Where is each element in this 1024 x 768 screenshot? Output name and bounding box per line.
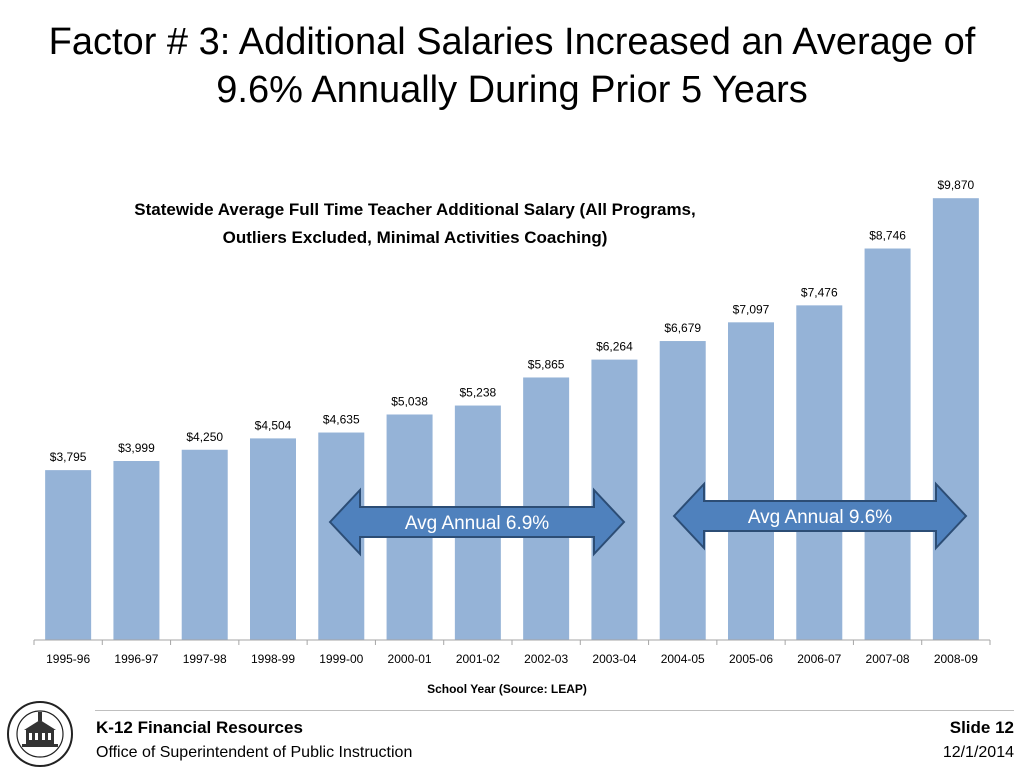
- x-tick-label: 2001-02: [456, 652, 500, 666]
- ospi-seal-icon: [7, 701, 73, 767]
- data-label: $3,795: [50, 450, 87, 464]
- slide-title: Factor # 3: Additional Salaries Increase…: [0, 18, 1024, 114]
- data-label: $5,865: [528, 357, 565, 371]
- chart-title: Statewide Average Full Time Teacher Addi…: [70, 196, 760, 252]
- data-label: $4,504: [255, 418, 292, 432]
- bar: [181, 449, 228, 640]
- footer-org: K-12 Financial Resources: [96, 718, 303, 737]
- slide-title-line2: 9.6% Annually During Prior 5 Years: [216, 69, 808, 111]
- x-tick-label: 1996-97: [114, 652, 158, 666]
- bar: [113, 460, 160, 640]
- data-label: $8,746: [869, 229, 906, 243]
- bar: [796, 305, 843, 640]
- x-tick-label: 2005-06: [729, 652, 773, 666]
- bar: [728, 322, 774, 640]
- data-label: $3,999: [118, 441, 155, 455]
- chart-title-line1: Statewide Average Full Time Teacher Addi…: [134, 200, 696, 219]
- arrow-annotation-label: Avg Annual 6.9%: [405, 513, 549, 534]
- data-label: $4,635: [323, 413, 360, 427]
- data-label: $6,679: [664, 321, 701, 335]
- bar: [864, 248, 911, 640]
- x-tick-label: 2008-09: [934, 652, 978, 666]
- x-tick-label: 1995-96: [46, 652, 90, 666]
- bar: [932, 198, 979, 640]
- x-tick-label: 1999-00: [319, 652, 363, 666]
- x-tick-label: 1998-99: [251, 652, 295, 666]
- data-label: $7,097: [733, 302, 770, 316]
- slide-title-line1: Factor # 3: Additional Salaries Increase…: [48, 21, 976, 63]
- x-tick-label: 2002-03: [524, 652, 568, 666]
- x-tick-label: 2004-05: [661, 652, 705, 666]
- data-label: $7,476: [801, 285, 838, 299]
- x-tick-label: 1997-98: [183, 652, 227, 666]
- chart-title-line2: Outliers Excluded, Minimal Activities Co…: [222, 228, 608, 247]
- x-tick-label: 2006-07: [797, 652, 841, 666]
- arrow-annotation-label: Avg Annual 9.6%: [748, 507, 892, 528]
- double-arrow-icon: [672, 481, 968, 551]
- data-label: $5,238: [460, 386, 497, 400]
- bar-chart: $3,795 $3,999 $4,250 $4,504 $4,635 $5,038 $5,2…: [33, 178, 991, 696]
- data-label: $4,250: [186, 430, 223, 444]
- footer-office: Office of Superintendent of Public Instr…: [96, 744, 413, 761]
- x-axis-label: School Year (Source: LEAP): [427, 682, 587, 696]
- slide-number: Slide 12: [949, 718, 1014, 737]
- slide-date: 12/1/2014: [942, 744, 1014, 761]
- data-label: $9,870: [938, 178, 975, 192]
- double-arrow-icon: [328, 487, 626, 557]
- footer-divider: [95, 710, 1014, 711]
- bar: [250, 438, 296, 640]
- x-tick-label: 2007-08: [866, 652, 910, 666]
- x-tick-label: 2000-01: [388, 652, 432, 666]
- x-tick-label: 2003-04: [592, 652, 636, 666]
- data-label: $6,264: [596, 340, 633, 354]
- bar: [45, 470, 92, 640]
- data-label: $5,038: [391, 394, 428, 408]
